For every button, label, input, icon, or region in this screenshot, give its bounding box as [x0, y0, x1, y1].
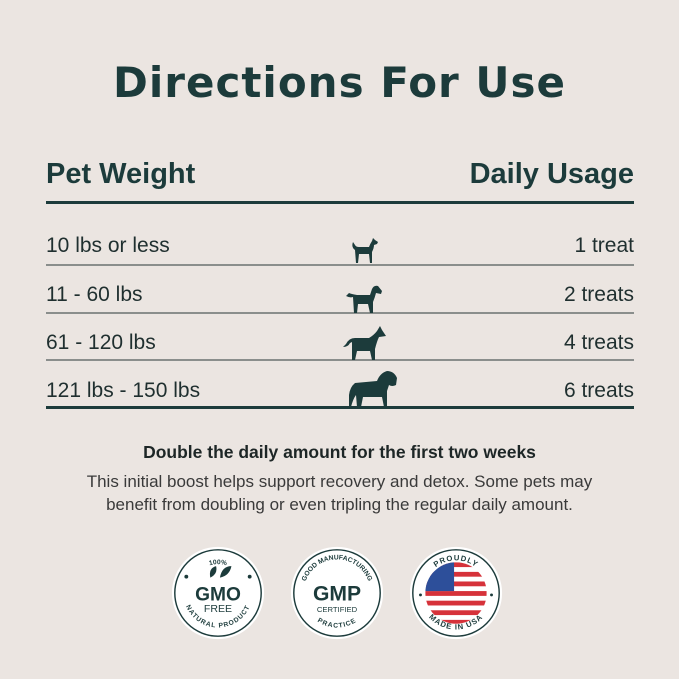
gmo-free-badge: 100% GMO FREE NATURAL PRODUCT: [171, 546, 265, 640]
note-body-line: benefit from doubling or even tripling t…: [106, 495, 573, 514]
note-headline: Double the daily amount for the first tw…: [143, 442, 536, 462]
gmp-certified-badge: GOOD MANUFACTURING GMP CERTIFIED PRACTIC…: [290, 546, 384, 640]
row-weight: 61 - 120 lbs: [46, 331, 156, 354]
medium-dog-icon: [346, 285, 382, 313]
us-flag-icon: [425, 562, 487, 624]
row-usage: 1 treat: [574, 234, 634, 257]
made-in-usa-badge: PROUDLY MADE IN USA: [409, 546, 503, 640]
note-body-line: This initial boost helps support recover…: [86, 472, 593, 491]
badge-sub-text: CERTIFIED: [317, 605, 358, 614]
row-weight: 11 - 60 lbs: [46, 283, 143, 306]
leaf-icon: [209, 566, 232, 578]
header-divider: [46, 201, 634, 204]
badge-top-text: 100%: [208, 559, 227, 567]
giant-dog-icon: [349, 371, 397, 407]
page-title: Directions For Use: [113, 58, 566, 107]
table-bottom-divider: [46, 406, 634, 409]
large-dog-icon: [343, 326, 386, 360]
row-divider: [46, 359, 634, 361]
row-weight: 121 lbs - 150 lbs: [46, 379, 201, 402]
header-daily-usage: Daily Usage: [469, 158, 634, 190]
badge-main-text: GMP: [313, 583, 361, 606]
row-divider: [46, 312, 634, 314]
svg-text:100%: 100%: [208, 559, 227, 567]
row-weight: 10 lbs or less: [46, 234, 170, 257]
header-pet-weight: Pet Weight: [46, 158, 196, 190]
row-divider: [46, 264, 634, 266]
row-usage: 2 treats: [563, 283, 634, 306]
row-usage: 6 treats: [563, 379, 634, 402]
row-usage: 4 treats: [563, 331, 634, 354]
small-dog-icon: [352, 238, 378, 263]
badge-sub-text: FREE: [204, 603, 232, 615]
badge-main-text: GMO: [195, 585, 241, 606]
